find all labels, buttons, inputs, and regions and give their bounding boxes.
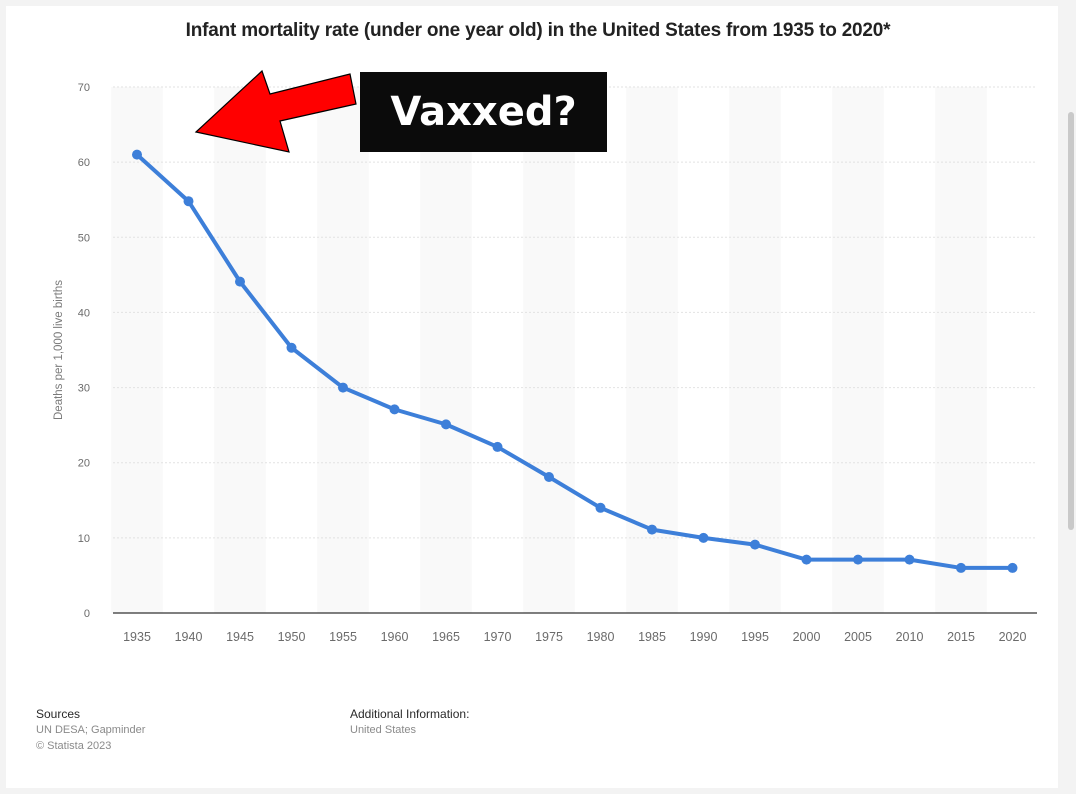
sources-block: Sources UN DESA; Gapminder © Statista 20… bbox=[36, 706, 145, 754]
data-point bbox=[1007, 562, 1018, 573]
x-tick-label: 1970 bbox=[484, 630, 512, 644]
data-point bbox=[544, 471, 554, 482]
x-tick-label: 1995 bbox=[741, 630, 769, 644]
column-band bbox=[317, 87, 369, 613]
data-point bbox=[286, 342, 297, 353]
additional-info-heading: Additional Information: bbox=[350, 707, 470, 721]
x-tick-label: 2010 bbox=[896, 630, 924, 644]
sources-line[interactable]: UN DESA; Gapminder bbox=[36, 724, 146, 736]
x-tick-label: 1950 bbox=[278, 630, 306, 644]
x-tick-label: 1945 bbox=[226, 630, 254, 644]
data-point bbox=[338, 382, 348, 393]
data-point bbox=[956, 562, 966, 573]
data-point bbox=[750, 539, 760, 550]
y-tick-label: 60 bbox=[78, 157, 90, 169]
x-tick-label: 1990 bbox=[690, 630, 718, 644]
x-tick-label: 1980 bbox=[587, 630, 615, 644]
y-tick-label: 0 bbox=[84, 608, 90, 620]
y-tick-label: 30 bbox=[78, 383, 90, 395]
y-tick-label: 40 bbox=[78, 307, 90, 319]
column-band bbox=[523, 87, 575, 613]
sources-heading: Sources bbox=[36, 707, 81, 721]
x-tick-label: 1940 bbox=[175, 630, 203, 644]
x-tick-label: 1975 bbox=[535, 630, 563, 644]
copyright-line: © Statista 2023 bbox=[36, 740, 112, 752]
data-point bbox=[441, 419, 451, 430]
column-band bbox=[420, 87, 472, 613]
x-tick-label: 2020 bbox=[999, 630, 1027, 644]
x-tick-label: 1955 bbox=[329, 630, 357, 644]
chart-title: Infant mortality rate (under one year ol… bbox=[185, 20, 891, 41]
data-point bbox=[904, 554, 915, 565]
column-band bbox=[111, 87, 163, 613]
x-tick-label: 1935 bbox=[123, 630, 151, 644]
y-tick-label: 70 bbox=[78, 82, 90, 94]
data-point bbox=[801, 554, 812, 565]
additional-info-block: Additional Information: United States bbox=[350, 706, 469, 738]
series-line bbox=[135, 152, 1015, 570]
data-point bbox=[389, 404, 400, 415]
x-tick-label: 2015 bbox=[947, 630, 975, 644]
y-tick-label: 50 bbox=[78, 232, 90, 244]
y-tick-label: 20 bbox=[78, 458, 90, 470]
y-tick-label: 10 bbox=[78, 533, 90, 545]
column-band bbox=[214, 87, 266, 613]
x-tick-label: 2005 bbox=[844, 630, 872, 644]
data-point bbox=[853, 554, 863, 565]
additional-info-line: United States bbox=[350, 724, 417, 736]
annotation-label: Vaxxed? bbox=[360, 72, 607, 152]
data-point bbox=[698, 532, 709, 543]
scrollbar[interactable] bbox=[1068, 112, 1074, 530]
column-band bbox=[935, 87, 987, 613]
column-band bbox=[729, 87, 781, 613]
data-point bbox=[235, 276, 245, 287]
data-point bbox=[132, 149, 142, 160]
x-tick-label: 1960 bbox=[381, 630, 409, 644]
x-tick-label: 1985 bbox=[638, 630, 666, 644]
red-arrow-icon bbox=[194, 69, 357, 153]
column-band bbox=[832, 87, 884, 613]
data-point bbox=[647, 524, 657, 535]
y-axis-label: Deaths per 1,000 live births bbox=[53, 280, 65, 420]
data-point bbox=[183, 196, 194, 207]
data-point bbox=[492, 441, 503, 452]
x-tick-label: 1965 bbox=[432, 630, 460, 644]
data-point bbox=[595, 502, 606, 513]
x-tick-label: 2000 bbox=[793, 630, 821, 644]
